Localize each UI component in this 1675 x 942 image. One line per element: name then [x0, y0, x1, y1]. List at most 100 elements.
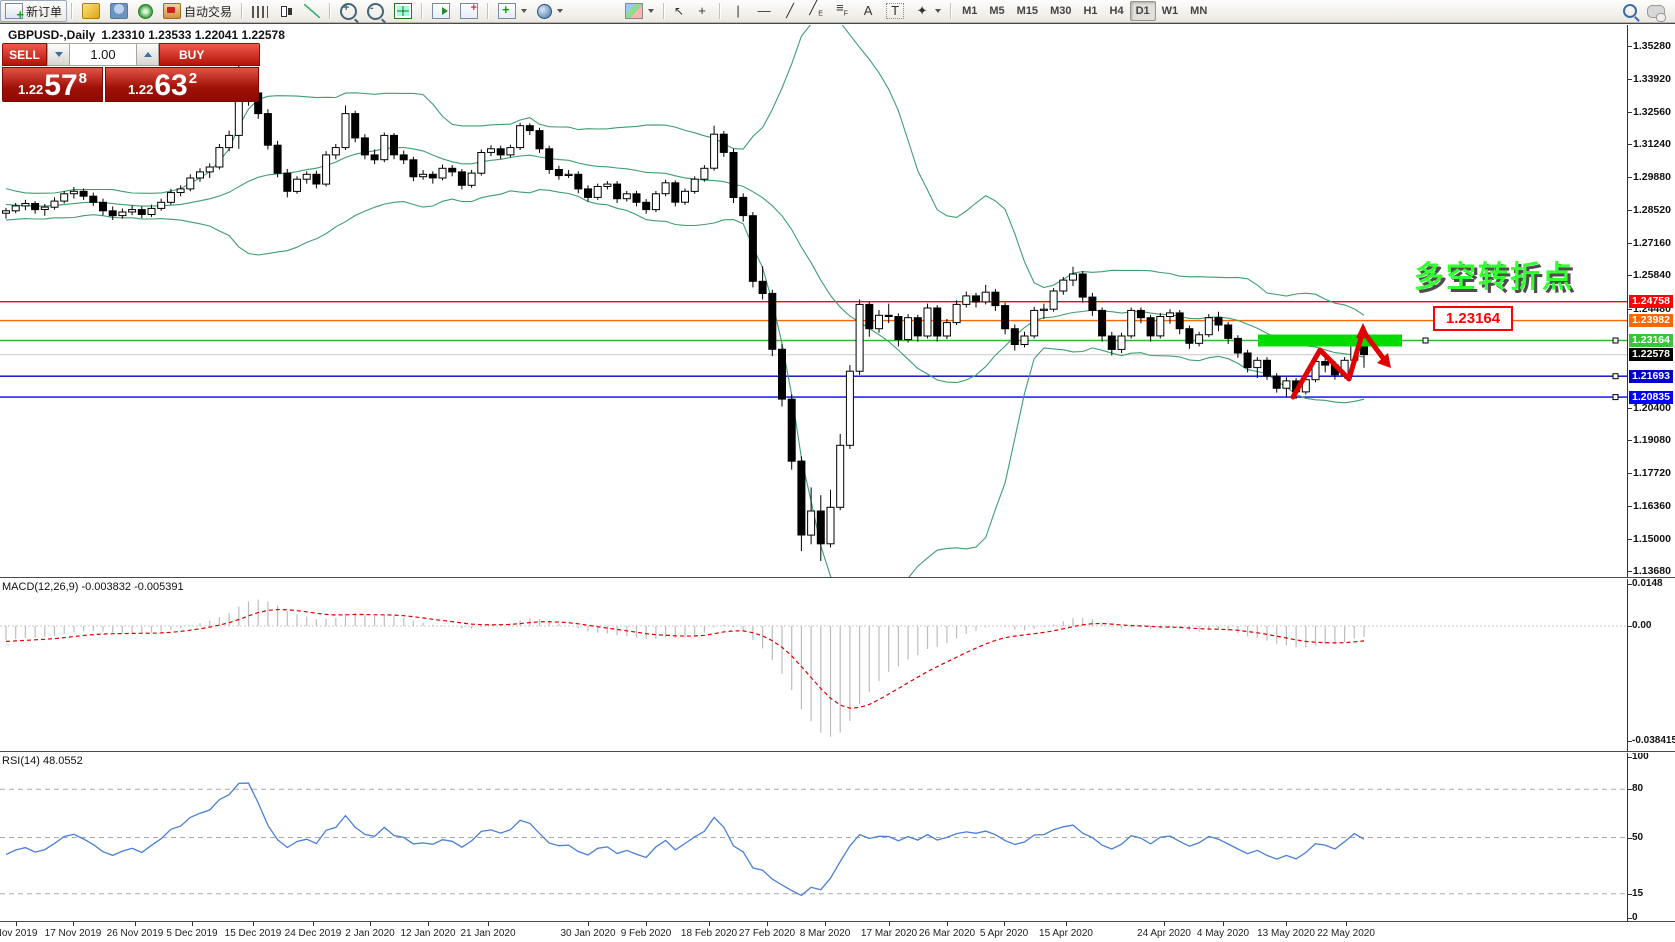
date-axis-label: 24 Dec 2019 [284, 928, 342, 939]
buy-price-panel[interactable]: 1.22 63 2 [105, 67, 259, 102]
buy-button[interactable]: BUY [159, 43, 260, 66]
toolbar-separator [487, 3, 490, 19]
date-axis-label: 26 Nov 2019 [106, 928, 164, 939]
channel-tool[interactable]: ╱ E [803, 0, 829, 22]
rsi-axis-tick [1628, 757, 1632, 758]
macd-signal-line [5, 608, 1365, 709]
rsi-panel[interactable] [0, 753, 1627, 921]
sell-price-base: 1.22 [17, 82, 44, 97]
timeframe-m5[interactable]: M5 [989, 5, 1005, 17]
date-axis-tick [767, 922, 768, 926]
toolbar-separator [329, 3, 332, 19]
price-level-callout[interactable]: 1.23164 [1433, 306, 1513, 331]
rsi-axis-label: 80 [1632, 783, 1644, 795]
timeframe-mn[interactable]: MN [1190, 5, 1208, 17]
price-chart[interactable] [0, 25, 1627, 577]
crosshair-tool-button[interactable]: + [689, 0, 715, 22]
timeframe-m30[interactable]: M30 [1050, 5, 1072, 17]
toolbar-separator [950, 3, 953, 19]
date-axis-tick [825, 922, 826, 926]
timeframe-h4[interactable]: H4 [1109, 5, 1124, 17]
new-chart-icon [498, 2, 517, 19]
rsi-axis-label: 15 [1632, 887, 1644, 899]
chart-autoscroll-button[interactable] [427, 0, 455, 22]
date-axis-tick [947, 922, 948, 926]
search-icon[interactable] [1623, 4, 1637, 18]
macd-panel[interactable] [0, 579, 1627, 751]
tile-windows-button[interactable] [389, 0, 417, 22]
sell-button[interactable]: SELL [2, 43, 47, 66]
macd-axis-tick [1628, 584, 1632, 585]
line-handle[interactable] [1422, 337, 1429, 344]
bar-chart-button[interactable] [247, 0, 273, 22]
rsi-separator[interactable] [0, 751, 1675, 752]
volume-input[interactable]: 1.00 [70, 43, 136, 66]
rsi-axis-label: 100 [1632, 751, 1649, 762]
horizontal-line-icon: — [757, 3, 771, 18]
cursor-tool-button[interactable]: ↖ [669, 0, 689, 22]
text-label-tool[interactable]: T [881, 0, 909, 22]
arrows-tool[interactable]: ✦ [909, 0, 946, 22]
channel-icon: ╱ E [809, 0, 823, 18]
price-badge: 1.22578 [1629, 348, 1673, 361]
timeframe-w1[interactable]: W1 [1161, 5, 1179, 17]
fibonacci-tool[interactable]: ≡F [829, 0, 855, 22]
chart-shift-button[interactable] [455, 0, 483, 22]
new-chart-button[interactable] [493, 0, 532, 22]
autotrading-button[interactable]: 自动交易 [158, 0, 237, 22]
new-order-button[interactable]: 新订单 [0, 0, 68, 22]
candlestick-icon [278, 4, 294, 18]
styler-button[interactable] [77, 0, 105, 22]
trendline-tool[interactable]: ╱ [777, 0, 803, 22]
date-axis-tick [488, 922, 489, 926]
candles [2, 49, 1368, 561]
ohlc-values: 1.23310 1.23533 1.22041 1.22578 [101, 28, 285, 42]
window-top-border [0, 23, 1675, 24]
rsi-label: RSI(14) 48.0552 [2, 755, 83, 767]
chat-icon[interactable] [1647, 4, 1666, 22]
turning-point-annotation[interactable]: 多空转折点 [1414, 261, 1574, 294]
profiles-button[interactable] [105, 0, 133, 22]
text-tool[interactable]: A [855, 0, 881, 22]
date-axis-tick [1346, 922, 1347, 926]
timeframe-h1[interactable]: H1 [1083, 5, 1098, 17]
line-handle[interactable] [1612, 394, 1619, 401]
sell-price-panel[interactable]: 1.22 57 8 [2, 67, 103, 102]
date-axis-label: 12 Jan 2020 [400, 928, 456, 939]
symbol-period-label: GBPUSD-,Daily [8, 28, 96, 42]
line-handle[interactable] [1612, 337, 1619, 344]
zoom-in-button[interactable]: + [335, 0, 362, 22]
date-axis-label: 2 Jan 2020 [345, 928, 395, 939]
indicators-button[interactable] [620, 0, 659, 22]
date-axis-tick [588, 922, 589, 926]
timeframe-d1[interactable]: D1 [1129, 1, 1156, 21]
horizontal-line-tool[interactable]: — [751, 0, 777, 22]
vertical-line-tool[interactable]: | [725, 0, 751, 22]
zoom-in-icon: + [340, 2, 358, 20]
green-zone-rectangle[interactable] [1258, 334, 1402, 347]
date-axis-tick [192, 922, 193, 926]
date-axis-label: 27 Feb 2020 [738, 928, 796, 939]
date-axis-label: 17 Mar 2020 [860, 928, 918, 939]
rsi-axis-label: 50 [1632, 831, 1644, 843]
toolbar-separator [241, 3, 244, 19]
horizontal-level-lines[interactable] [0, 301, 1627, 398]
period-button[interactable] [532, 0, 568, 22]
volume-decrease-button[interactable] [47, 43, 70, 66]
volume-increase-button[interactable] [136, 43, 159, 66]
date-axis-label: 18 Feb 2020 [680, 928, 738, 939]
date-axis-tick [889, 922, 890, 926]
line-handle[interactable] [1612, 373, 1619, 380]
line-chart-button[interactable] [299, 0, 325, 22]
candlestick-chart-button[interactable] [273, 0, 299, 22]
zoom-out-button[interactable]: - [362, 0, 389, 22]
macd-separator[interactable] [0, 577, 1675, 578]
price-axis-label: 1.16360 [1633, 500, 1671, 512]
red-trend-arrows[interactable] [1290, 323, 1391, 400]
price-axis-label: 1.15000 [1633, 533, 1671, 545]
timeframe-m15[interactable]: M15 [1016, 5, 1039, 17]
toolbar-separator [719, 3, 722, 19]
signals-button[interactable] [133, 0, 158, 22]
timeframe-m1[interactable]: M1 [962, 5, 978, 17]
